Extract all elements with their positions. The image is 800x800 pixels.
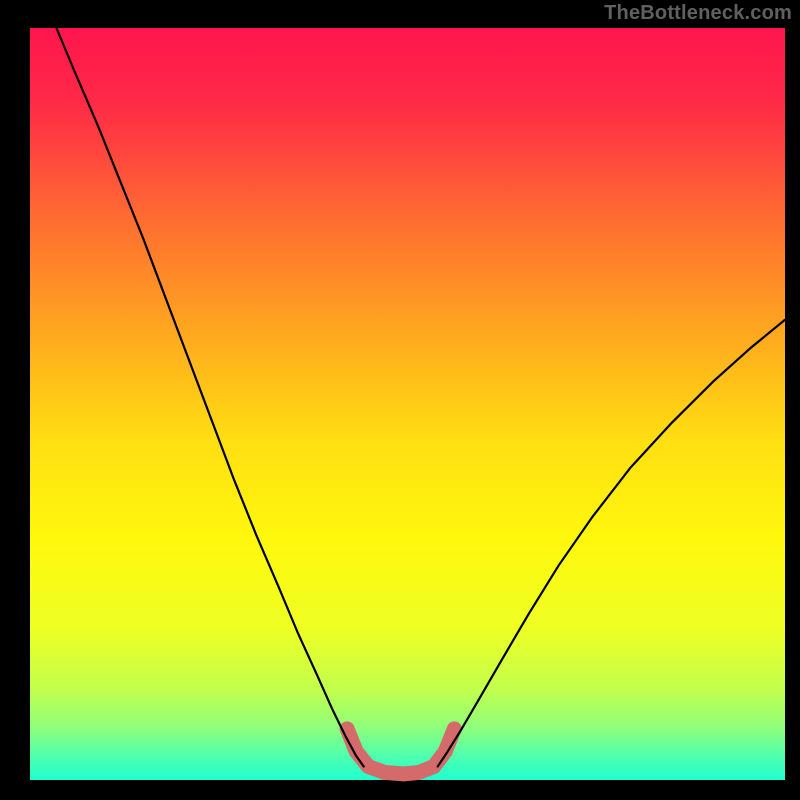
curve-left [56, 28, 363, 766]
curve-layer [30, 28, 785, 780]
plot-area [30, 28, 785, 780]
outer-frame: TheBottleneck.com [0, 0, 800, 800]
watermark-text: TheBottleneck.com [604, 2, 792, 25]
curve-right [438, 320, 785, 767]
